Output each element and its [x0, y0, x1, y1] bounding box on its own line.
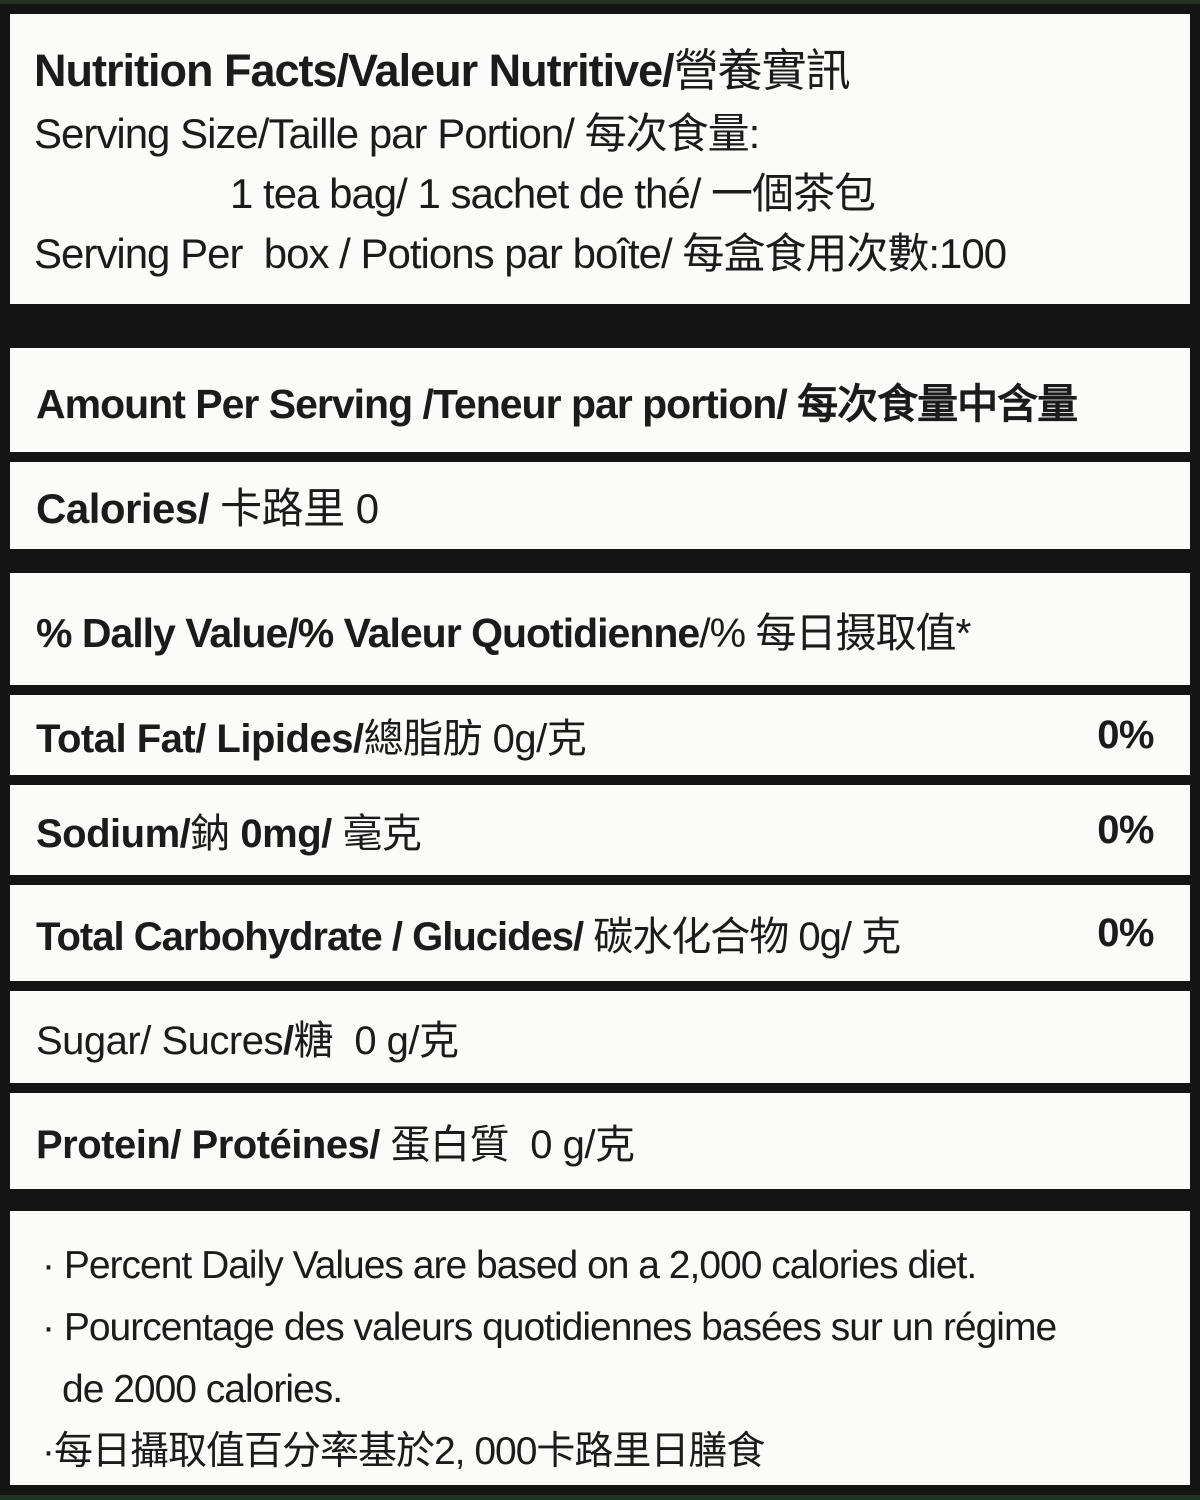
sodium-label: Sodium/鈉 0mg/ 毫克	[36, 812, 422, 856]
serving-size-line: Serving Size/Taille par Portion/ 每次食量:	[34, 110, 760, 157]
footnote-english: · Percent Daily Values are based on a 2,…	[42, 1244, 977, 1287]
total-fat-label: Total Fat/ Lipides/總脂肪 0g/克	[36, 717, 587, 761]
calories-label: Calories/ 卡路里 0	[36, 485, 379, 532]
protein-label: Protein/ Protéines/ 蛋白質 0 g/克	[36, 1123, 635, 1167]
amount-per-serving-label: Amount Per Serving /Teneur par portion/ …	[36, 381, 1078, 427]
total-carbohydrate-label: Total Carbohydrate / Glucides/ 碳水化合物 0g/…	[36, 915, 901, 959]
header-section: Nutrition Facts/Valeur Nutritive/營養實訊 Se…	[10, 14, 1190, 304]
total-fat-percent: 0%	[1097, 712, 1154, 757]
amount-per-serving-bar: Amount Per Serving /Teneur par portion/ …	[10, 348, 1190, 452]
calories-row: Calories/ 卡路里 0	[10, 462, 1190, 549]
table-row-protein: Protein/ Protéines/ 蛋白質 0 g/克	[10, 1093, 1190, 1189]
footnotes-section: · Percent Daily Values are based on a 2,…	[10, 1211, 1190, 1485]
serving-size-value: 1 tea bag/ 1 sachet de thé/ 一個茶包	[230, 170, 876, 217]
daily-value-label: % Dally Value/% Valeur Quotidienne/% 每日摄…	[36, 610, 971, 656]
total-carbohydrate-percent: 0%	[1097, 910, 1154, 955]
footnote-chinese: ·每日攝取值百分率基於2, 000卡路里日膳食	[42, 1430, 765, 1473]
sugar-label: Sugar/ Sucres/糖 0 g/克	[36, 1019, 459, 1063]
sodium-percent: 0%	[1097, 807, 1154, 852]
table-row-sugar: Sugar/ Sucres/糖 0 g/克	[10, 991, 1190, 1083]
nutrition-facts-title: Nutrition Facts/Valeur Nutritive/營養實訊	[34, 45, 851, 96]
servings-per-box-line: Serving Per box / Potions par boîte/ 每盒食…	[34, 230, 1007, 277]
table-row-total-fat: Total Fat/ Lipides/總脂肪 0g/克 0%	[10, 695, 1190, 775]
table-row-total-carbohydrate: Total Carbohydrate / Glucides/ 碳水化合物 0g/…	[10, 885, 1190, 981]
table-row-sodium: Sodium/鈉 0mg/ 毫克 0%	[10, 785, 1190, 875]
daily-value-bar: % Dally Value/% Valeur Quotidienne/% 每日摄…	[10, 573, 1190, 685]
footnote-french-line2: de 2000 calories.	[62, 1368, 343, 1411]
footnote-french-line1: · Pourcentage des valeurs quotidiennes b…	[42, 1306, 1057, 1349]
